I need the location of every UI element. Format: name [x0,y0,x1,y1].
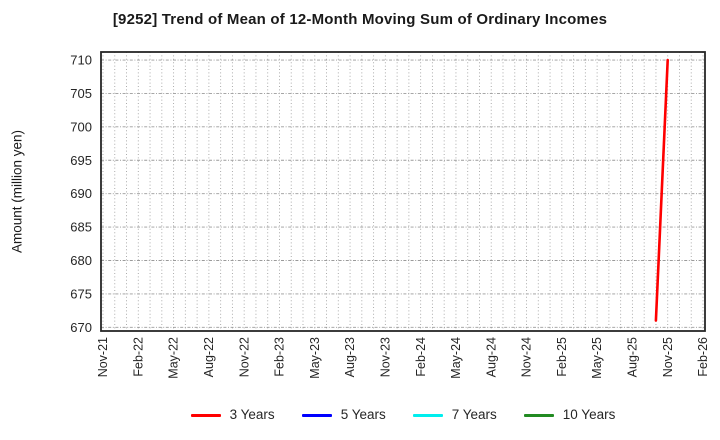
legend-item-7-years: 7 Years [412,407,497,423]
x-tick-label: May-22 [167,337,181,379]
x-tick-label: Feb-25 [555,337,569,377]
y-tick-label: 705 [70,86,92,101]
legend-item-10-years: 10 Years [523,407,616,423]
x-tick-label: Feb-24 [414,337,428,377]
x-tick-label: May-24 [449,337,463,379]
legend-line-5-years-icon [301,413,332,417]
legend-label-7-years: 7 Years [451,407,497,423]
x-tick-label: Feb-22 [131,337,145,377]
x-tick-label: Aug-25 [626,337,640,377]
x-tick-label: Nov-25 [661,337,675,377]
x-tick-label: Feb-23 [273,337,287,377]
legend-line-7-years-icon [412,413,443,417]
x-tick-label: Aug-24 [484,337,498,377]
y-tick-label: 675 [70,286,92,301]
y-axis-label: Amount (million yen) [10,130,25,253]
legend-label-10-years: 10 Years [562,407,616,423]
y-tick-label: 680 [70,253,92,268]
chart-title: [9252] Trend of Mean of 12-Month Moving … [112,11,608,28]
x-tick-label: Feb-26 [696,337,710,377]
y-tick-label: 685 [70,220,92,235]
legend-line-10-years-icon [523,413,554,417]
x-tick-label: May-25 [590,337,604,379]
y-tick-label: 695 [70,153,92,168]
x-tick-label: Nov-22 [237,337,251,377]
plot-frame [100,51,706,332]
y-tick-label: 710 [70,53,92,68]
x-tick-label: Nov-24 [520,337,534,377]
x-tick-label: May-23 [308,337,322,379]
x-tick-label: Nov-21 [96,337,110,377]
legend-line-3-years-icon [190,413,221,417]
legend: 3 Years 5 Years 7 Years 10 Years [101,403,705,427]
legend-item-5-years: 5 Years [301,407,386,423]
series-line-3-years [654,58,670,322]
y-tick-label: 700 [70,119,92,134]
x-tick-label: Aug-22 [202,337,216,377]
y-tick-label: 670 [70,320,92,335]
legend-label-5-years: 5 Years [340,407,386,423]
x-tick-label: Nov-23 [378,337,392,377]
x-tick-label: Aug-23 [343,337,357,377]
legend-label-3-years: 3 Years [229,407,275,423]
legend-item-3-years: 3 Years [190,407,275,423]
y-tick-label: 690 [70,186,92,201]
